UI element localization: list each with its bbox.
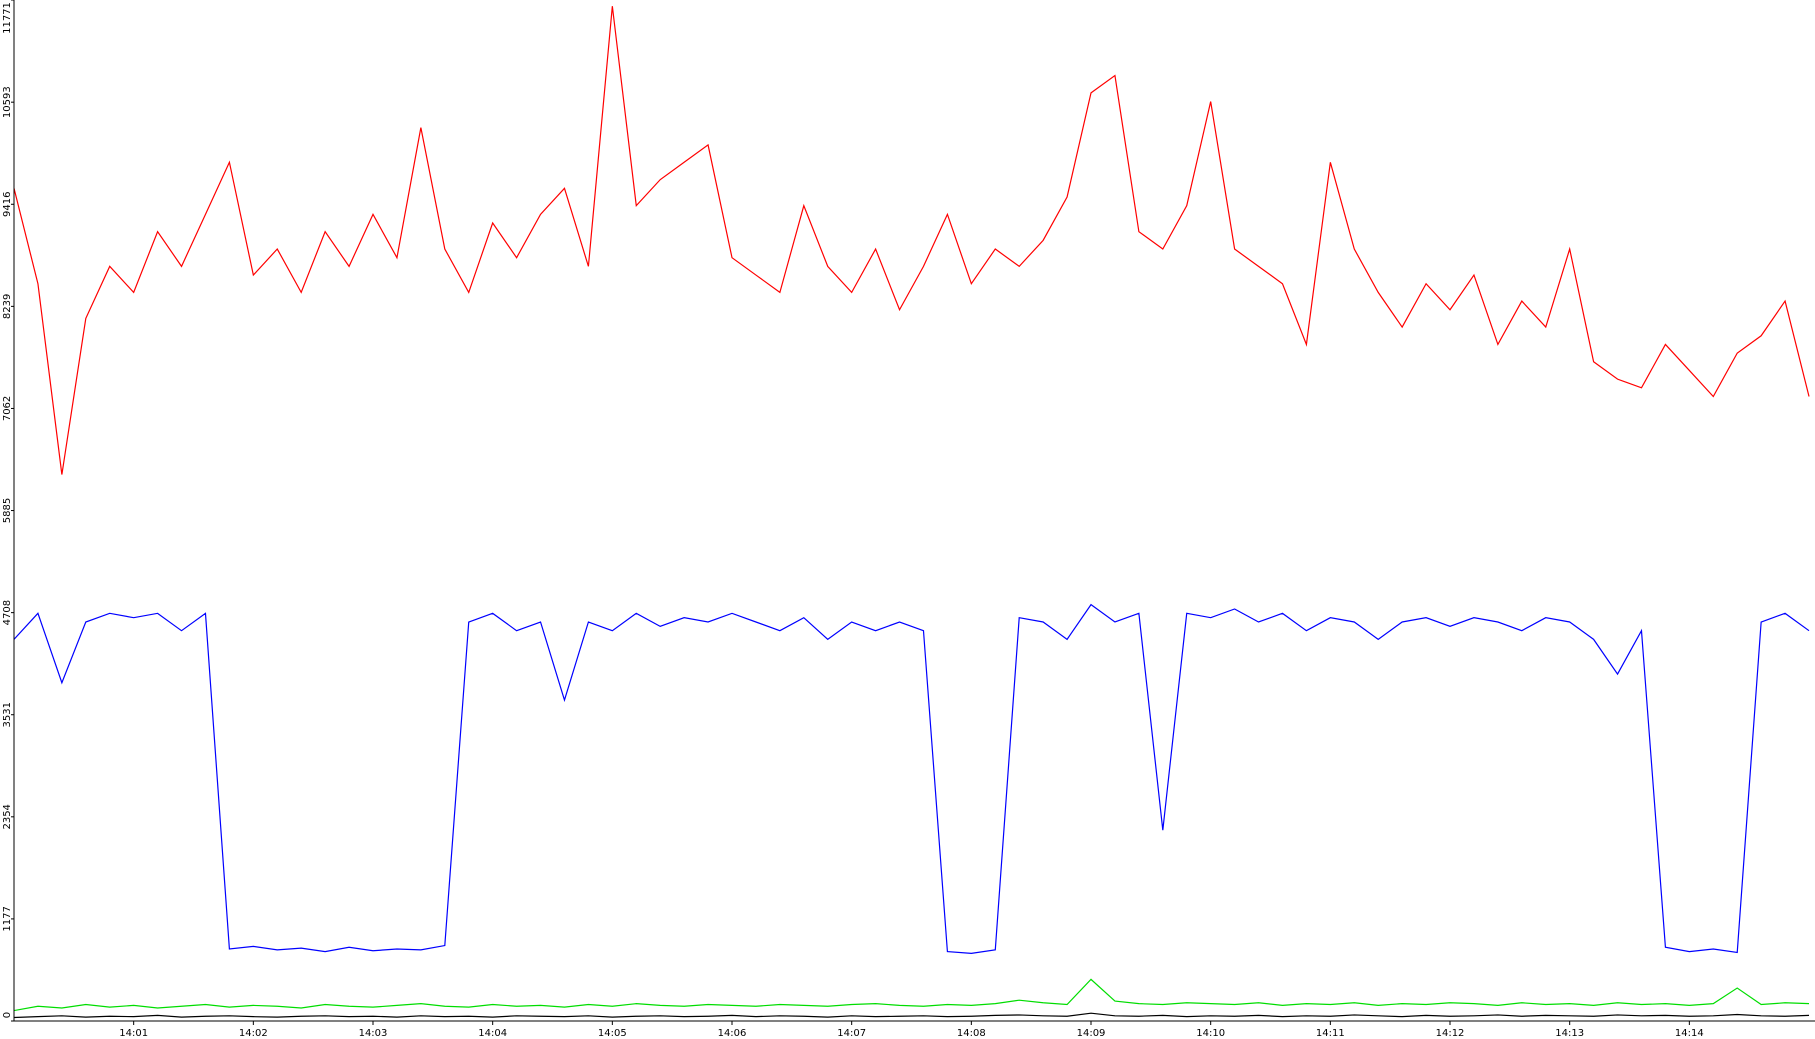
x-tick-label: 14:01 (119, 1028, 148, 1039)
y-tick-label: 11771 (2, 2, 13, 34)
x-tick-label: 14:06 (718, 1028, 747, 1039)
x-tick-label: 14:12 (1436, 1028, 1465, 1039)
y-tick-label: 1177 (2, 906, 13, 931)
x-tick-label: 14:07 (837, 1028, 866, 1039)
y-tick-label: 9416 (2, 192, 13, 217)
x-tick-label: 14:09 (1077, 1028, 1106, 1039)
y-tick-label: 10593 (2, 86, 13, 118)
y-tick-label: 3531 (2, 702, 13, 727)
y-tick-label: 0 (2, 1012, 13, 1018)
y-tick-label: 2354 (2, 804, 13, 829)
x-tick-label: 14:08 (957, 1028, 986, 1039)
series-line (14, 603, 1810, 954)
x-tick-label: 14:11 (1316, 1028, 1345, 1039)
x-tick-label: 14:13 (1555, 1028, 1584, 1039)
series-line (14, 978, 1810, 1012)
y-tick-label: 7062 (2, 396, 13, 421)
series-line (14, 1012, 1810, 1019)
x-tick-label: 14:05 (598, 1028, 627, 1039)
x-tick-label: 14:04 (478, 1028, 507, 1039)
y-tick-label: 5885 (2, 498, 13, 523)
y-tick-label: 8239 (2, 294, 13, 319)
x-tick-label: 14:03 (359, 1028, 388, 1039)
y-tick-label: 4708 (2, 600, 13, 625)
x-tick-label: 14:02 (239, 1028, 268, 1039)
series-line (14, 6, 1810, 475)
x-tick-label: 14:10 (1196, 1028, 1225, 1039)
x-tick-label: 14:14 (1675, 1028, 1704, 1039)
plot-area (14, 6, 1810, 1019)
